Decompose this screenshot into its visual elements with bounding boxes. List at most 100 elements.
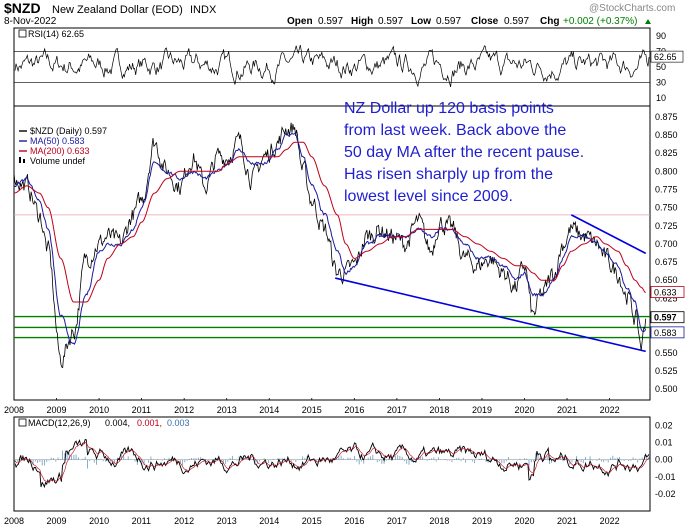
price-current-box-1	[650, 311, 685, 324]
price-tick-0.675: 0.675	[655, 257, 678, 267]
price-panel: 0.875 0.850 0.825 0.800 0.775 0.750 0.725 0.700…	[13, 112, 685, 400]
macd-xtick-2013: 2013	[217, 516, 237, 526]
price-xtick-2009: 2009	[47, 405, 67, 415]
price-current-box-2	[650, 326, 685, 339]
legend-item-0: $NZD (Daily) 0.597	[30, 126, 107, 136]
annotation: NZ Dollar up 120 basis points from last …	[344, 100, 584, 205]
macd-xtick-2016: 2016	[344, 516, 364, 526]
rsi-tick-50: 50	[656, 62, 666, 72]
high-label: High	[351, 16, 373, 27]
ma200-line	[13, 141, 646, 303]
trend-line-0	[335, 277, 646, 353]
chg-label: Chg	[540, 16, 559, 27]
price-panel-frame	[13, 105, 651, 401]
macd-xtick-2022: 2022	[600, 516, 620, 526]
price-xtick-2014: 2014	[259, 405, 279, 415]
rsi-tick-30: 30	[656, 78, 666, 88]
rsi-current-label: 62.65	[654, 52, 677, 62]
macd-xtick-2008: 2008	[4, 516, 24, 526]
open-label: Open	[287, 16, 313, 27]
rsi-current-box	[650, 50, 684, 63]
macd-line	[14, 438, 650, 489]
macd-tick-0.00: 0.00	[655, 455, 673, 465]
price-xtick-2012: 2012	[174, 405, 194, 415]
price-xtick-2016: 2016	[344, 405, 364, 415]
price-xtick-2011: 2011	[132, 405, 151, 415]
open-value: 0.597	[318, 16, 343, 27]
instrument-name: New Zealand Dollar (EOD)	[52, 4, 183, 16]
price-tick-0.650: 0.650	[655, 275, 678, 285]
price-xtick-2021: 2021	[557, 405, 577, 415]
legend-item-2: MA(200) 0.633	[30, 146, 90, 156]
macd-tick--0.01: -0.01	[655, 472, 676, 482]
macd-xtick-2018: 2018	[429, 516, 449, 526]
macd-panel: 0.02 0.01 0.00 -0.01 -0.02 MACD(12,26,9) 0.004…	[14, 418, 676, 499]
low-label: Low	[411, 16, 431, 27]
price-tick-0.625: 0.625	[655, 293, 678, 303]
macd-xtick-2015: 2015	[302, 516, 322, 526]
price-xtick-2019: 2019	[472, 405, 492, 415]
price-current-label-2: 0.583	[654, 328, 677, 338]
price-xtick-2013: 2013	[217, 405, 237, 415]
price-tick-0.850: 0.850	[655, 130, 678, 140]
macd-xtick-2019: 2019	[472, 516, 492, 526]
price-xtick-2008: 2008	[4, 405, 24, 415]
rsi-legend: RSI(14) 62.65	[28, 29, 84, 39]
exchange: INDX	[190, 4, 217, 16]
chg-value: +0.002 (+0.37%)	[563, 16, 638, 27]
price-tick-0.500: 0.500	[655, 384, 678, 394]
price-current-box-0	[650, 286, 685, 298]
macd-panel-frame	[13, 416, 651, 512]
chart-date: 8-Nov-2022	[4, 16, 57, 27]
annotation-line-1: NZ Dollar up 120 basis points	[344, 100, 554, 117]
macd-xtick-2014: 2014	[259, 516, 279, 526]
macd-xtick-2021: 2021	[557, 516, 577, 526]
macd-xtick-2012: 2012	[174, 516, 194, 526]
macd-legend-value-0: 0.004,	[105, 418, 130, 428]
x-axis: 2008 2009 2010 2011 2012 2013 2014 2015 2016 2017…	[4, 405, 620, 526]
price-xtick-2010: 2010	[89, 405, 109, 415]
high-value: 0.597	[378, 16, 403, 27]
macd-xtick-2011: 2011	[132, 516, 151, 526]
macd-xtick-2010: 2010	[89, 516, 109, 526]
legend-item-3: Volume undef	[30, 156, 86, 166]
price-tick-0.525: 0.525	[655, 366, 678, 376]
annotation-line-4: Has risen sharply up from the	[344, 166, 553, 183]
ma50-line	[13, 132, 647, 345]
price-tick-0.725: 0.725	[655, 221, 678, 231]
up-arrow-icon	[645, 19, 651, 24]
rsi-panel-frame	[13, 27, 651, 107]
macd-legend-value-2: 0.003	[167, 418, 190, 428]
macd-tick-0.02: 0.02	[655, 421, 673, 431]
close-value: 0.597	[504, 16, 529, 27]
annotation-line-2: from last week. Back above the	[344, 122, 566, 139]
macd-legend-prefix: MACD(12,26,9)	[28, 418, 91, 428]
price-tick-0.800: 0.800	[655, 166, 678, 176]
price-tick-0.875: 0.875	[655, 112, 678, 122]
price-current-label-1: 0.597	[654, 313, 677, 323]
price-tick-0.750: 0.750	[655, 203, 678, 213]
price-xtick-2020: 2020	[515, 405, 535, 415]
chart-header: $NZD New Zealand Dollar (EOD) INDX 8-Nov…	[4, 0, 675, 27]
macd-tick-0.01: 0.01	[655, 438, 673, 448]
price-xtick-2017: 2017	[387, 405, 407, 415]
price-tick-0.550: 0.550	[655, 348, 678, 358]
close-label: Close	[471, 16, 499, 27]
rsi-legend-icon	[18, 29, 27, 38]
legend-swatch-3b	[23, 159, 25, 163]
annotation-line-3: 50 day MA after the recent pause.	[344, 144, 584, 161]
price-current-label-0: 0.633	[654, 288, 677, 298]
macd-xtick-2009: 2009	[47, 516, 67, 526]
macd-xtick-2020: 2020	[515, 516, 535, 526]
price-xtick-2015: 2015	[302, 405, 322, 415]
macd-legend-icon	[18, 418, 27, 427]
macd-signal-line	[14, 441, 650, 483]
macd-xtick-2017: 2017	[387, 516, 407, 526]
price-xtick-2018: 2018	[429, 405, 449, 415]
price-line	[13, 122, 647, 369]
price-tick-0.775: 0.775	[655, 184, 678, 194]
macd-tick--0.02: -0.02	[655, 489, 676, 499]
rsi-line	[14, 45, 650, 88]
rsi-tick-10: 10	[656, 93, 666, 103]
